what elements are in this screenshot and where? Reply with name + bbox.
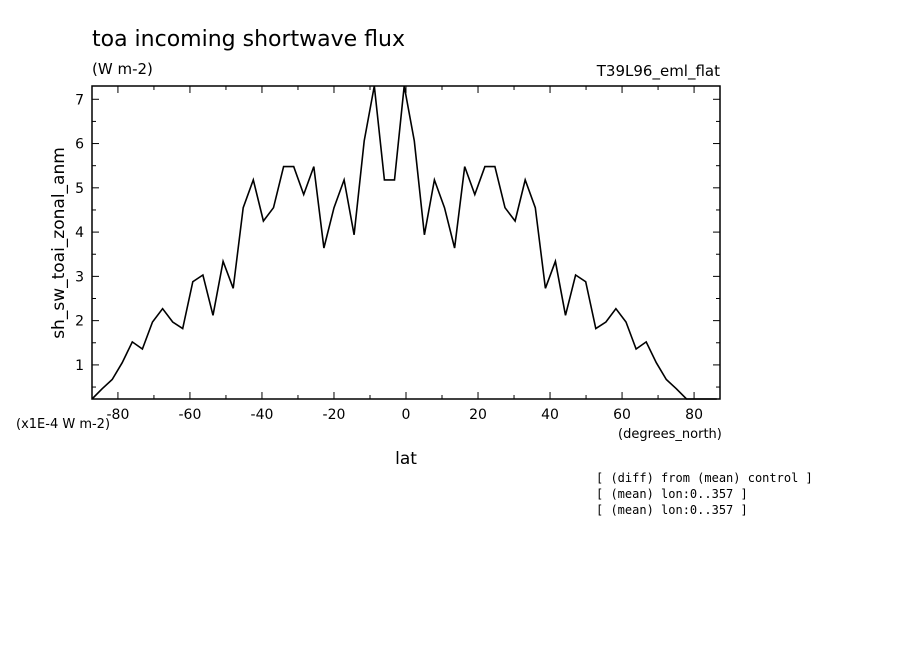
- y-tick-label: 4: [75, 225, 84, 241]
- x-axis-label: lat: [395, 449, 417, 469]
- y-axis-label: sh_sw_toai_zonal_anm: [49, 147, 69, 339]
- run-label: T39L96_eml_flat: [596, 62, 720, 81]
- series-line: [91, 85, 717, 400]
- chart-units: (W m-2): [92, 60, 153, 78]
- x-tick-label: 80: [685, 407, 703, 423]
- x-tick-label: -60: [179, 407, 202, 423]
- y-tick-label: 2: [75, 314, 84, 330]
- x-axis: -80 -60 -40 -20 0 20 40 60 80: [106, 86, 703, 423]
- x-tick-label: -80: [106, 407, 129, 423]
- x-tick-label: 0: [402, 407, 411, 423]
- x-tick-label: -20: [323, 407, 346, 423]
- x-units-label: (degrees_north): [618, 427, 722, 442]
- y-tick-label: 1: [75, 358, 84, 374]
- plot-frame: [91, 85, 721, 400]
- y-tick-label: 5: [75, 181, 84, 197]
- y-scale-label: (x1E-4 W m-2): [16, 417, 110, 432]
- y-tick-label: 6: [75, 137, 84, 153]
- note-line-3: [ (mean) lon:0..357 ]: [596, 503, 748, 517]
- x-tick-label: 40: [541, 407, 559, 423]
- y-axis: 1 2 3 4 5 6 7: [75, 92, 720, 388]
- y-tick-label: 7: [75, 92, 84, 108]
- note-line-1: [ (diff) from (mean) control ]: [596, 471, 813, 485]
- y-tick-label: 3: [75, 269, 84, 285]
- series-layer: [91, 85, 717, 400]
- x-tick-label: 60: [613, 407, 631, 423]
- chart-title: toa incoming shortwave flux: [92, 27, 405, 52]
- x-tick-label: 20: [469, 407, 487, 423]
- x-tick-label: -40: [251, 407, 274, 423]
- note-line-2: [ (mean) lon:0..357 ]: [596, 487, 748, 501]
